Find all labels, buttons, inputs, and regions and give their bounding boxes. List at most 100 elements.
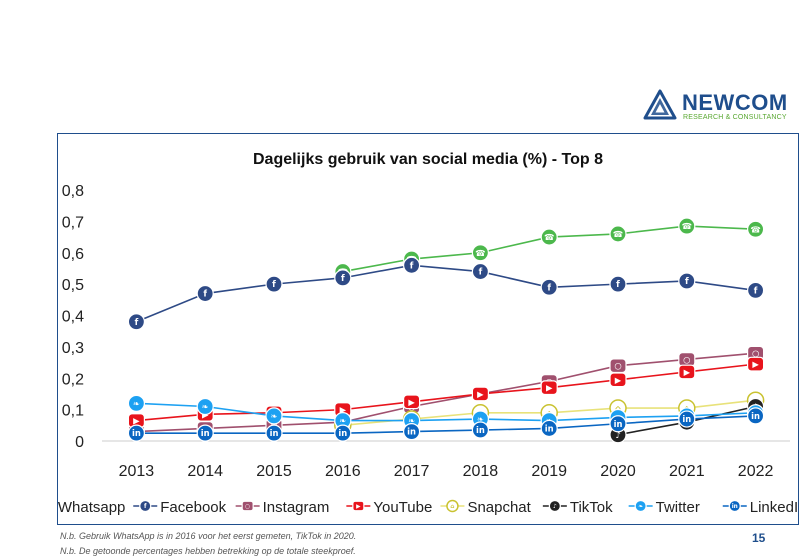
y-tick-label: 0,4 (62, 309, 84, 326)
data-point-linkedin: in (403, 422, 421, 441)
footnote-1: N.b. Gebruik WhatsApp is in 2016 voor he… (60, 531, 357, 541)
svg-text:▶: ▶ (477, 389, 484, 399)
svg-text:f: f (685, 276, 689, 286)
y-tick-label: 0,8 (62, 183, 84, 200)
svg-text:in: in (614, 419, 623, 429)
svg-text:❧: ❧ (202, 402, 209, 412)
data-point-whatsapp: ☎ (471, 244, 489, 262)
brand-tagline: RESEARCH & CONSULTANCY (683, 114, 787, 121)
svg-text:in: in (407, 427, 416, 437)
x-tick-label: 2021 (669, 463, 705, 480)
data-point-twitter: ❧ (196, 397, 214, 416)
newcom-logo: NEWCOM RESEARCH & CONSULTANCY (642, 88, 802, 128)
svg-text:☎: ☎ (544, 232, 554, 242)
y-tick-label: 0,6 (62, 246, 84, 263)
legend-label-instagram: Instagram (263, 499, 330, 516)
svg-text:☎: ☎ (682, 221, 692, 231)
data-point-facebook: f (678, 272, 696, 290)
svg-text:❧: ❧ (408, 416, 415, 426)
svg-text:❧: ❧ (270, 411, 277, 421)
data-point-linkedin: in (746, 407, 765, 425)
x-tick-label: 2015 (256, 463, 292, 480)
svg-text:in: in (338, 428, 347, 438)
data-point-youtube: ▶ (471, 386, 489, 402)
data-point-youtube: ▶ (609, 372, 627, 388)
y-tick-label: 0,5 (62, 277, 84, 294)
y-tick-label: 0,1 (62, 403, 84, 420)
data-point-facebook: f (265, 275, 283, 293)
data-point-facebook: f (746, 281, 765, 299)
svg-text:❧: ❧ (133, 398, 140, 408)
series-line-twitter (136, 402, 756, 422)
y-tick-label: 0,7 (62, 214, 84, 231)
data-point-youtube: ▶ (746, 356, 765, 372)
data-point-linkedin: in (196, 424, 214, 442)
svg-text:○: ○ (683, 354, 690, 364)
legend-marker-youtube: ▶ (352, 500, 365, 512)
svg-text:⌂: ⌂ (615, 403, 621, 413)
data-point-facebook: f (334, 269, 352, 287)
svg-text:in: in (270, 428, 279, 438)
svg-text:▶: ▶ (615, 375, 622, 385)
chart-frame: Dagelijks gebruik van social media (%) -… (57, 133, 799, 525)
series-line-instagram (136, 352, 756, 433)
series-line-facebook (136, 264, 756, 323)
svg-text:in: in (751, 411, 760, 421)
svg-text:❧: ❧ (477, 414, 484, 424)
svg-text:in: in (732, 504, 738, 510)
svg-text:▶: ▶ (546, 383, 553, 393)
svg-text:⌂: ⌂ (450, 504, 454, 510)
data-point-linkedin: in (334, 424, 352, 442)
svg-text:f: f (135, 317, 139, 327)
svg-text:in: in (132, 428, 141, 438)
data-point-facebook: f (471, 262, 489, 281)
svg-text:○: ○ (245, 504, 250, 510)
svg-text:f: f (341, 273, 345, 283)
brand-name: NEWCOM (682, 90, 788, 115)
data-point-whatsapp: ☎ (540, 228, 558, 246)
svg-text:f: f (203, 289, 207, 299)
svg-text:in: in (682, 414, 691, 424)
svg-text:f: f (410, 260, 414, 270)
data-point-facebook: f (540, 278, 558, 296)
svg-text:▶: ▶ (133, 416, 140, 426)
y-tick-label: 0,3 (62, 340, 84, 357)
legend-marker-snapchat: ⌂ (446, 499, 459, 513)
data-point-instagram: ○ (609, 358, 627, 374)
svg-text:▶: ▶ (408, 397, 415, 407)
x-tick-label: 2014 (187, 463, 223, 480)
data-point-linkedin: in (127, 424, 146, 442)
x-tick-label: 2013 (119, 463, 155, 480)
svg-text:▶: ▶ (752, 359, 759, 369)
svg-text:▶: ▶ (356, 504, 361, 510)
data-point-linkedin: in (678, 410, 696, 428)
legend-label-linkedin: LinkedIn (750, 499, 798, 516)
svg-text:f: f (754, 285, 758, 295)
svg-text:▶: ▶ (684, 367, 691, 377)
svg-text:☎: ☎ (750, 224, 760, 234)
svg-text:f: f (547, 282, 551, 292)
x-tick-label: 2018 (463, 463, 499, 480)
x-tick-label: 2017 (394, 463, 430, 480)
svg-text:▶: ▶ (340, 405, 347, 415)
x-tick-label: 2020 (600, 463, 636, 480)
data-point-facebook: f (403, 256, 421, 274)
legend-label-facebook: Facebook (160, 499, 226, 516)
svg-text:☎: ☎ (475, 248, 485, 258)
data-point-linkedin: in (540, 419, 558, 438)
data-point-linkedin: in (265, 424, 283, 442)
x-tick-label: 2016 (325, 463, 361, 480)
series-line-linkedin (136, 415, 756, 434)
y-tick-label: 0 (75, 434, 84, 451)
footnote-2: N.b. De getoonde percentages hebben betr… (60, 546, 356, 556)
svg-text:in: in (545, 423, 554, 433)
data-point-facebook: f (609, 275, 627, 293)
svg-text:f: f (144, 504, 147, 510)
legend-label-snapchat: Snapchat (467, 499, 531, 516)
svg-text:in: in (476, 425, 485, 435)
legend-marker-twitter: ❧ (634, 499, 647, 513)
legend-label-tiktok: TikTok (570, 499, 613, 516)
chart-title: Dagelijks gebruik van social media (%) -… (253, 151, 603, 168)
x-tick-label: 2019 (531, 463, 567, 480)
svg-text:f: f (616, 279, 620, 289)
